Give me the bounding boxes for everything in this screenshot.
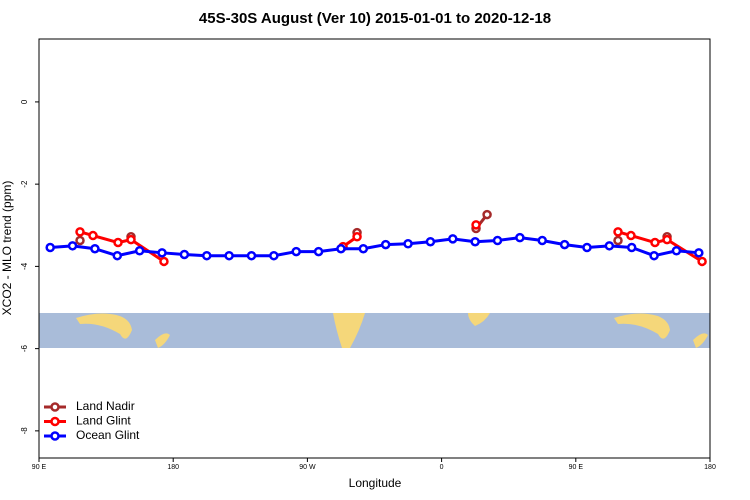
y-tick-label: -8 [20, 427, 29, 435]
point [75, 227, 85, 237]
point [403, 239, 413, 249]
point [157, 248, 167, 258]
x-tick-label: 90 E [569, 464, 584, 471]
point [202, 250, 212, 261]
series-line [50, 236, 699, 258]
point [90, 243, 100, 254]
point [604, 241, 615, 251]
point [126, 234, 136, 245]
chart-title: 45S-30S August (Ver 10) 2015-01-01 to 20… [199, 10, 551, 27]
point [559, 239, 570, 250]
legend-label: Land Nadir [76, 399, 135, 413]
legend-label: Ocean Glint [76, 428, 140, 442]
series-line [476, 215, 667, 237]
y-tick-label: -4 [20, 262, 29, 270]
point [448, 234, 458, 244]
y-tick-label: 0 [20, 99, 29, 104]
x-tick-label: 90 W [299, 464, 316, 471]
point [626, 242, 637, 253]
point [697, 256, 707, 267]
point [380, 239, 391, 250]
point [269, 250, 279, 261]
point [650, 237, 660, 248]
map-strip [39, 313, 710, 348]
plot-frame [38, 38, 711, 459]
x-tick-label: 90 E [32, 464, 47, 471]
point [671, 246, 682, 256]
point [515, 232, 525, 243]
point [492, 235, 503, 246]
point [67, 241, 78, 251]
y-tick-label: -6 [20, 345, 29, 353]
point [45, 242, 55, 253]
point [482, 209, 492, 220]
point [313, 246, 324, 257]
point [88, 230, 98, 241]
point [352, 232, 362, 242]
point [582, 242, 592, 253]
point [613, 235, 623, 246]
point [112, 250, 123, 261]
point [75, 235, 85, 246]
x-tick-label: 180 [704, 464, 716, 471]
y-axis-label: XCO2 - MLO trend (ppm) [0, 181, 14, 316]
point [649, 250, 659, 261]
legend-marker [50, 431, 60, 441]
point [113, 237, 123, 248]
x-tick-label: 0 [440, 464, 444, 471]
point [626, 230, 636, 241]
point [471, 220, 481, 230]
point [358, 243, 369, 254]
point [470, 236, 480, 247]
point [246, 250, 257, 261]
point [179, 249, 190, 260]
legend-marker [50, 416, 60, 427]
point [537, 235, 547, 246]
x-tick-label: 180 [167, 464, 179, 471]
point [613, 227, 623, 237]
point [694, 248, 704, 258]
point [662, 234, 672, 245]
point [224, 250, 234, 261]
legend-marker [50, 402, 60, 412]
point [134, 246, 145, 256]
point [291, 246, 301, 257]
point [336, 243, 346, 254]
point [159, 256, 169, 267]
legend-label: Land Glint [76, 414, 131, 428]
x-axis-label: Longitude [349, 476, 402, 490]
y-tick-label: -2 [20, 180, 29, 188]
point [425, 236, 436, 247]
